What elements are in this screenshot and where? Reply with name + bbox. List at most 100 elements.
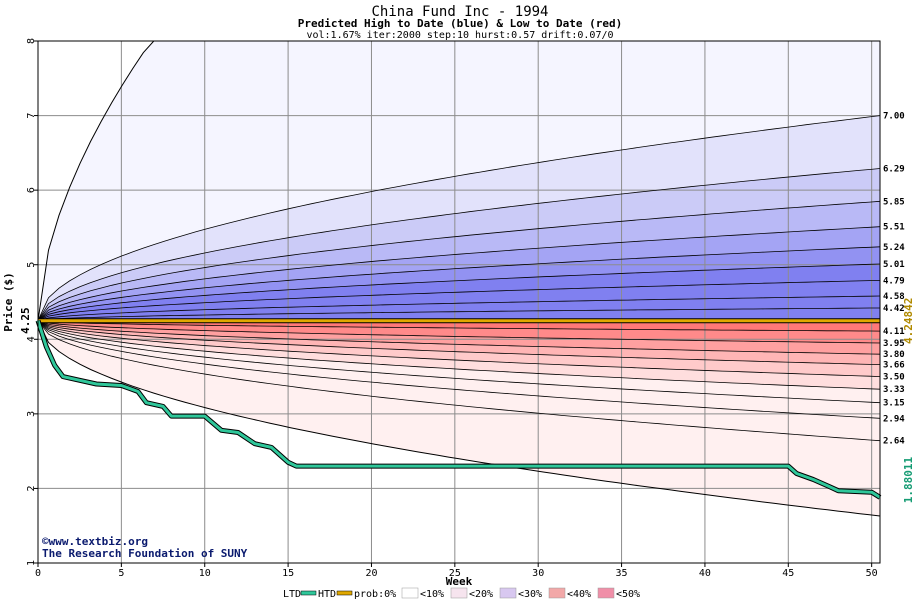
legend-bin-label: <30% bbox=[518, 589, 542, 600]
x-tick-label: 5 bbox=[118, 568, 124, 579]
high-band-area bbox=[38, 308, 880, 321]
high-contour-line bbox=[37, 295, 881, 321]
x-tick-label: 50 bbox=[866, 568, 878, 579]
x-axis-label: Week bbox=[446, 575, 473, 588]
low-band-area bbox=[38, 320, 880, 390]
legend-bin-swatch bbox=[499, 587, 517, 599]
legend-bin-swatch bbox=[597, 587, 615, 599]
high-band-label: 5.85 bbox=[883, 197, 905, 207]
high-band-area bbox=[38, 296, 880, 321]
high-contour-line bbox=[37, 246, 881, 321]
low-band-label: 3.15 bbox=[883, 399, 905, 409]
low-band-label: 3.66 bbox=[883, 361, 905, 371]
high-contour-line bbox=[37, 307, 880, 321]
legend-bin-label: <40% bbox=[567, 589, 591, 600]
x-tick-label: 15 bbox=[282, 568, 294, 579]
chart-title: China Fund Inc - 1994 bbox=[371, 4, 548, 20]
low-band-label: 4.11 bbox=[883, 327, 905, 337]
low-band-area bbox=[38, 320, 880, 441]
low-contour-line bbox=[37, 320, 881, 404]
low-band-label: 2.94 bbox=[883, 414, 905, 424]
x-tick-label: 45 bbox=[782, 568, 794, 579]
high-band-label: 4.42 bbox=[883, 304, 905, 314]
start-price-label: 4.25 bbox=[19, 307, 32, 334]
legend-prob-label: prob:0% bbox=[354, 589, 396, 600]
low-band-area bbox=[38, 320, 880, 419]
legend-ltd-label: LTD bbox=[283, 589, 301, 600]
high-contour-line bbox=[37, 280, 881, 321]
high-band-area bbox=[38, 280, 880, 321]
credit-line-1: ©www.textbiz.org bbox=[42, 535, 148, 548]
legend-htd-label: HTD bbox=[318, 589, 336, 600]
x-tick-label: 0 bbox=[35, 568, 41, 579]
high-contour-line bbox=[37, 200, 881, 321]
high-band-area bbox=[38, 115, 880, 321]
htd-end-label: 1.88011 bbox=[902, 456, 915, 503]
credit-line-2: The Research Foundation of SUNY bbox=[42, 547, 248, 560]
x-tick-label: 40 bbox=[699, 568, 711, 579]
legend-bin-swatch bbox=[548, 587, 566, 599]
high-band-label: 4.58 bbox=[883, 292, 905, 302]
high-band-label: 4.79 bbox=[883, 276, 905, 286]
high-band-label: 5.24 bbox=[883, 243, 905, 253]
legend-bin-swatch bbox=[450, 587, 468, 599]
y-tick-label: 5 bbox=[26, 262, 37, 268]
low-band-label: 2.64 bbox=[883, 437, 905, 447]
y-tick-label: 3 bbox=[26, 411, 37, 417]
high-band-label: 6.29 bbox=[883, 165, 905, 175]
high-band-area bbox=[38, 264, 880, 321]
legend-bin-label: <10% bbox=[420, 589, 444, 600]
low-band-label: 3.80 bbox=[883, 350, 905, 360]
low-contour-line bbox=[37, 320, 881, 377]
high-band-label: 7.00 bbox=[883, 112, 905, 122]
outer-low-contour bbox=[37, 320, 881, 517]
x-tick-label: 10 bbox=[199, 568, 211, 579]
y-tick-label: 4 bbox=[26, 336, 37, 342]
low-band-area bbox=[38, 320, 880, 355]
low-contour-line bbox=[37, 320, 881, 355]
high-band-label: 5.51 bbox=[883, 223, 905, 233]
htd-line bbox=[36, 320, 881, 499]
chart-params: vol:1.67% iter:2000 step:10 hurst:0.57 d… bbox=[306, 30, 613, 41]
legend-bin-label: <20% bbox=[469, 589, 493, 600]
low-contour-line bbox=[37, 320, 881, 419]
low-band-area bbox=[38, 320, 880, 377]
y-tick-label: 2 bbox=[26, 485, 37, 491]
y-tick-label: 7 bbox=[26, 113, 37, 119]
legend-bin-label: <50% bbox=[616, 589, 640, 600]
high-band-area bbox=[38, 168, 880, 321]
current-price-label: 4.24842 bbox=[902, 298, 915, 344]
high-band-area bbox=[38, 201, 880, 321]
low-contour-line bbox=[37, 320, 881, 332]
low-band-label: 3.95 bbox=[883, 339, 905, 349]
chart-subtitle: Predicted High to Date (blue) & Low to D… bbox=[298, 17, 623, 30]
high-contour-line bbox=[37, 115, 881, 321]
high-band-label: 5.01 bbox=[883, 260, 905, 270]
high-band-area bbox=[38, 246, 880, 321]
x-tick-label: 35 bbox=[616, 568, 628, 579]
plot-frame bbox=[37, 40, 881, 564]
y-axis-label: Price ($) bbox=[2, 272, 15, 332]
high-contour-line bbox=[37, 168, 881, 321]
x-tick-label: 20 bbox=[365, 568, 377, 579]
high-contour-line bbox=[37, 226, 881, 321]
y-tick-label: 1 bbox=[26, 560, 37, 566]
low-contour-line bbox=[37, 320, 881, 344]
high-band-area bbox=[38, 226, 880, 321]
low-contour-line bbox=[37, 320, 881, 390]
x-tick-label: 25 bbox=[449, 568, 461, 579]
low-band-area bbox=[38, 320, 880, 365]
low-band-label: 3.33 bbox=[883, 385, 905, 395]
low-band-area bbox=[38, 320, 880, 403]
legend-htd-swatch bbox=[336, 590, 353, 596]
low-contour-line bbox=[37, 320, 881, 365]
y-tick-label: 8 bbox=[26, 38, 37, 44]
high-contour-line bbox=[37, 263, 881, 321]
low-contour-line bbox=[37, 320, 881, 442]
legend-ltd-swatch bbox=[300, 590, 317, 596]
high-band-area bbox=[38, 41, 880, 321]
low-band-label: 3.50 bbox=[883, 373, 905, 383]
x-tick-label: 30 bbox=[532, 568, 544, 579]
y-tick-label: 6 bbox=[26, 187, 37, 193]
